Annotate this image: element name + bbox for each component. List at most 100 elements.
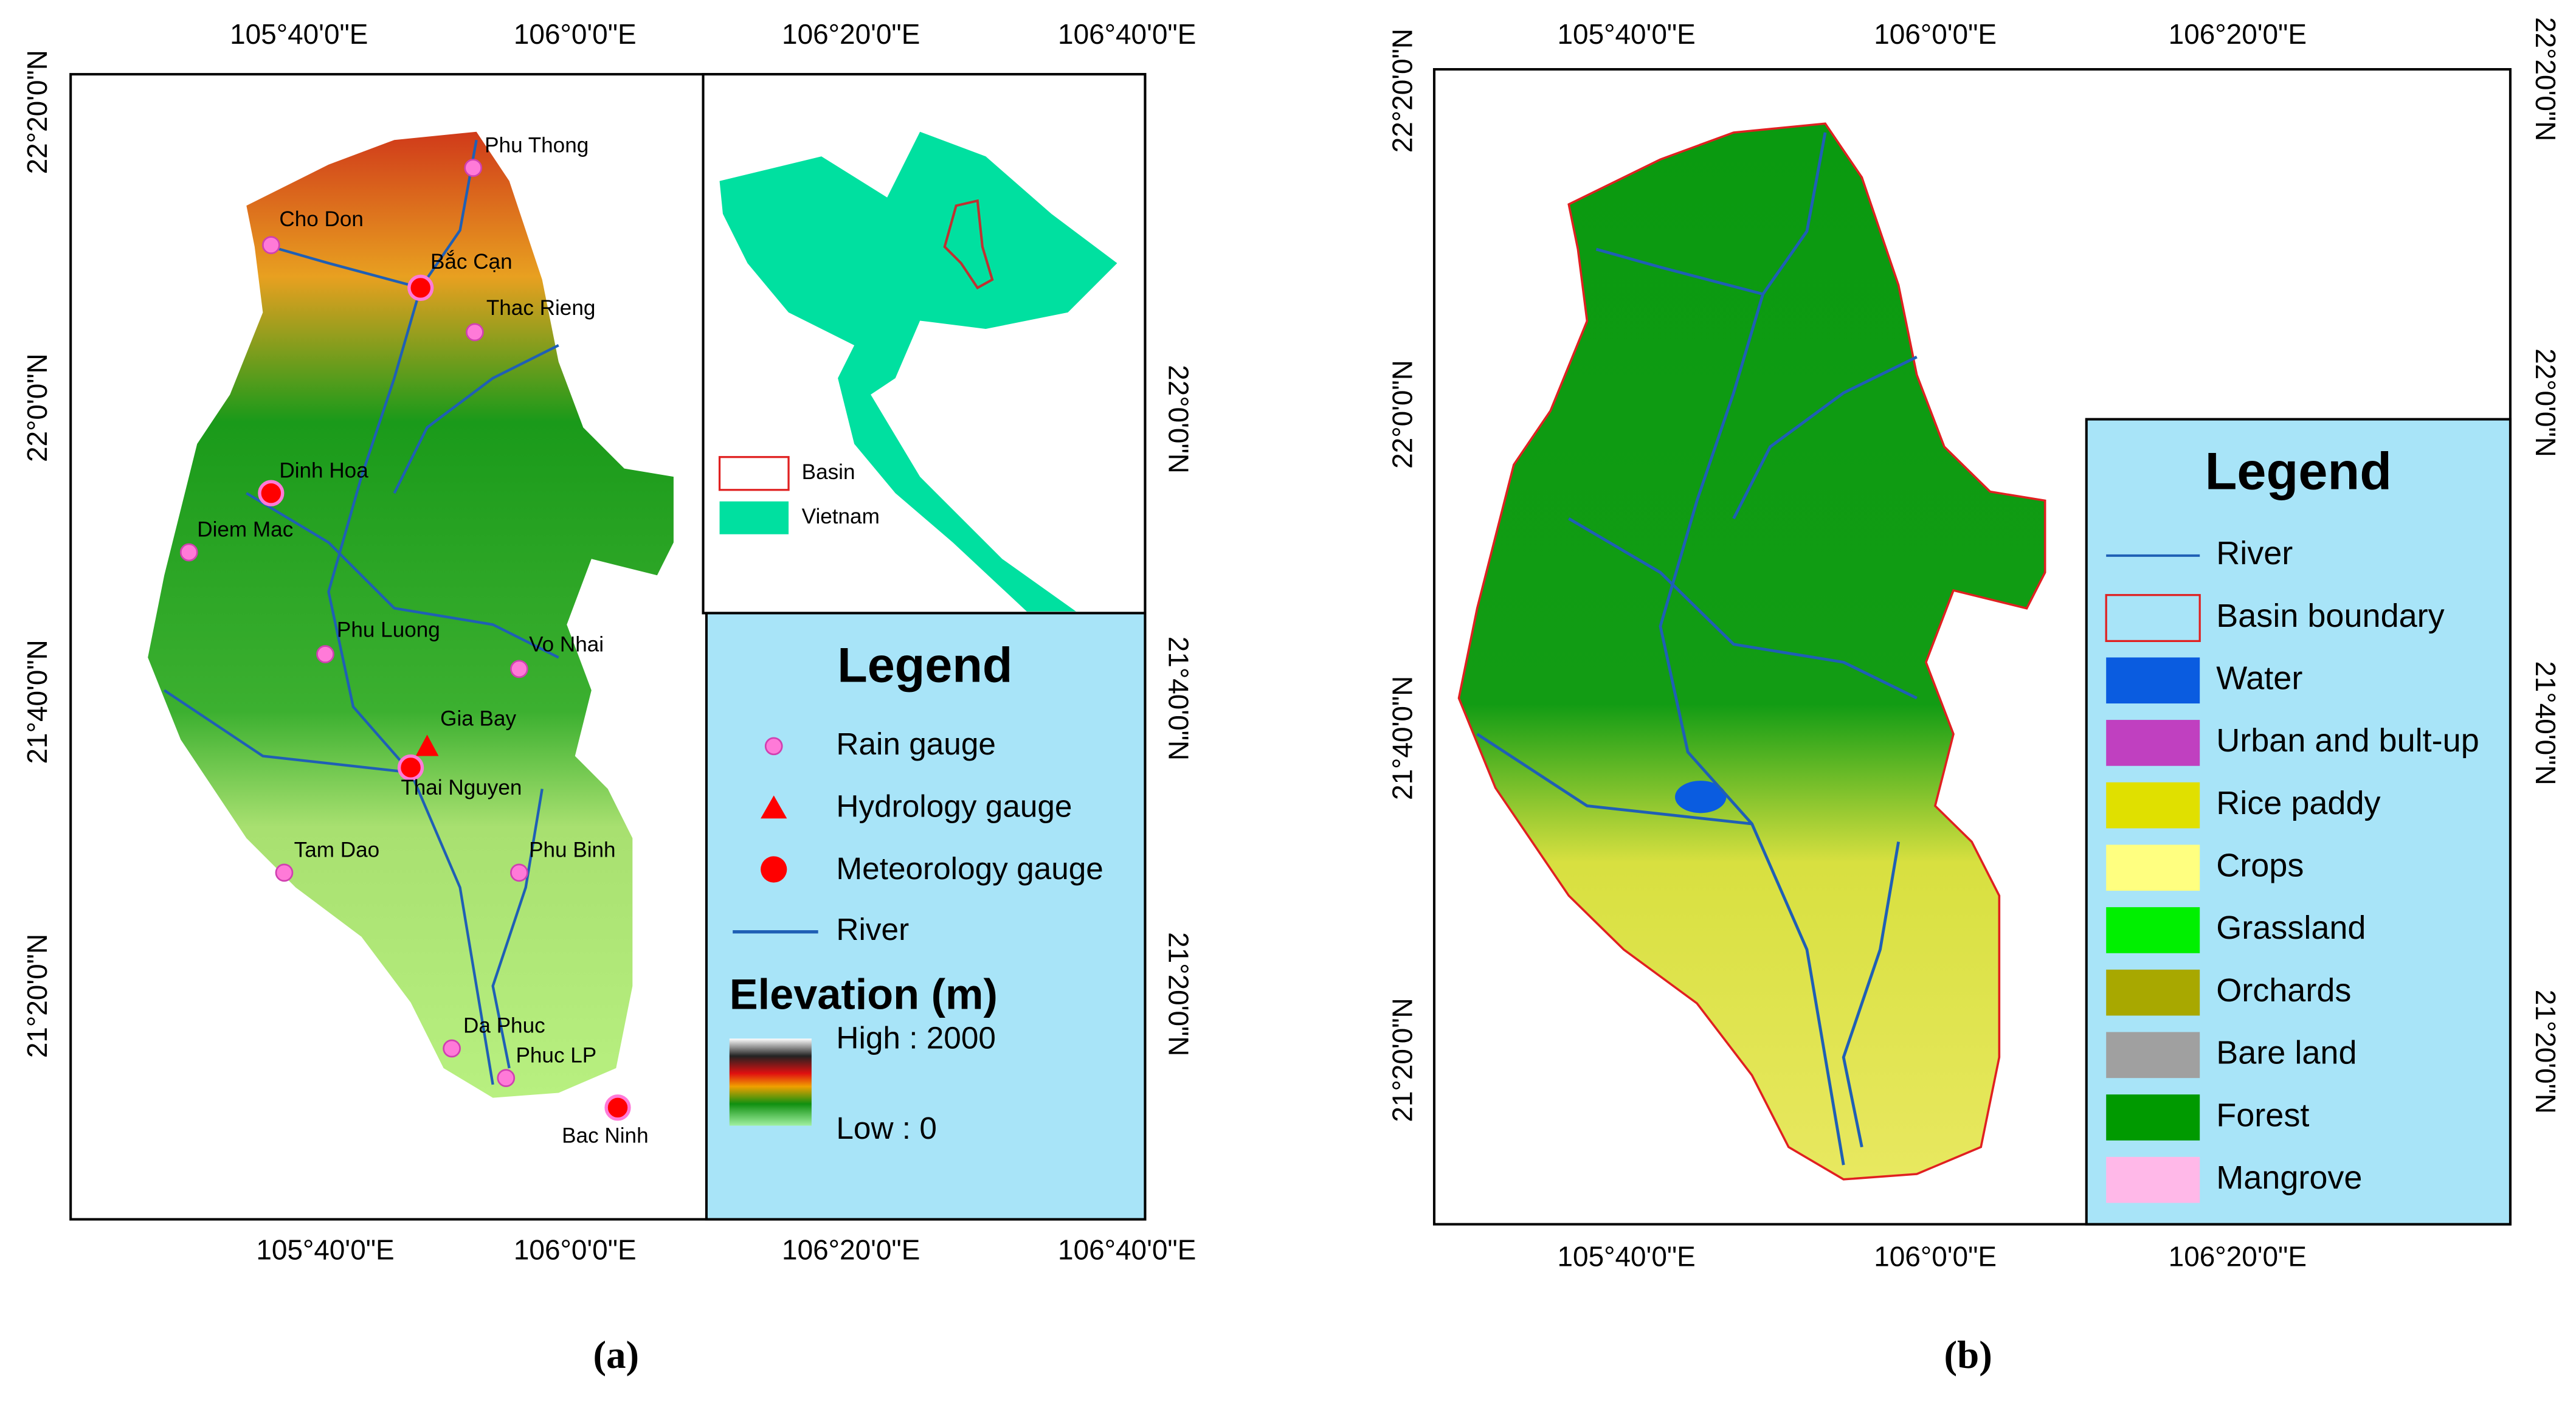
legend-item: Rain gauge [836, 727, 996, 761]
left-coordinate-label: 21°20'0"N [1386, 998, 1418, 1122]
right-coordinate-label: 21°20'0"N [1163, 932, 1195, 1056]
bottom-coordinate-label: 105°40'0"E [256, 1234, 394, 1266]
bottom-coordinate-label: 105°40'0"E [1557, 1241, 1695, 1273]
left-coordinate-label: 22°0'0"N [1386, 360, 1418, 469]
basin-outline [943, 199, 994, 290]
legend-item: Water [2216, 660, 2302, 697]
top-coordinate-label: 106°40'0"E [1058, 18, 1196, 50]
meteorology-gauge [397, 754, 424, 781]
elevation-low: Low : 0 [836, 1111, 937, 1145]
left-coordinate-label: 21°40'0"N [21, 640, 53, 764]
legend-item: River [2216, 535, 2293, 572]
left-coordinate-label: 22°20'0"N [21, 50, 53, 174]
gauge-label: Tam Dao [294, 838, 379, 862]
legend-title: Legend [2205, 442, 2392, 500]
left-coordinate-label: 21°40'0"N [1386, 676, 1418, 800]
top-coordinate-label: 106°20'0"E [782, 18, 920, 50]
legend-rain-symbol [764, 737, 783, 756]
legend-swatch [2105, 594, 2201, 642]
legend-swatch [2106, 657, 2200, 704]
vietnam-shape [719, 131, 1117, 612]
rain-gauge [316, 645, 334, 663]
rain-gauge [275, 863, 294, 882]
legend-item: Mangrove [2216, 1159, 2362, 1196]
hydrology-gauge [415, 734, 439, 756]
elevation-bar [729, 1038, 812, 1126]
top-coordinate-label: 105°40'0"E [1557, 18, 1695, 50]
rain-gauge [464, 159, 483, 178]
rain-gauge [510, 863, 528, 882]
legend-swatch [2106, 907, 2200, 953]
legend-item: Grassland [2216, 910, 2366, 946]
bottom-coordinate-label: 106°0'0"E [1874, 1241, 1997, 1273]
legend-swatch [2106, 720, 2200, 766]
legend-item: Meteorology gauge [836, 851, 1103, 886]
bottom-coordinate-label: 106°20'0"E [2169, 1241, 2307, 1273]
legend-item: Orchards [2216, 972, 2351, 1009]
rain-gauge [497, 1069, 516, 1088]
gauge-label: Phu Luong [337, 618, 440, 641]
right-coordinate-label: 22°20'0"N [2530, 17, 2561, 141]
bottom-coordinate-label: 106°0'0"E [514, 1234, 637, 1266]
right-coordinate-label: 21°40'0"N [1163, 637, 1195, 761]
rain-gauge [261, 236, 280, 255]
legend-swatch [2106, 1032, 2200, 1079]
legend-met-symbol [761, 856, 787, 883]
gauge-label: Cho Don [279, 207, 364, 231]
legend-swatch [2106, 969, 2200, 1016]
rain-gauge [179, 543, 198, 562]
gauge-label: Gia Bay [440, 706, 516, 730]
legend-hydro-symbol [761, 795, 787, 819]
gauge-label: Vo Nhai [529, 633, 604, 657]
right-coordinate-label: 21°20'0"N [2530, 990, 2561, 1114]
legend-item: Bare land [2216, 1035, 2357, 1071]
legend-item: Forest [2216, 1097, 2309, 1133]
inset-legend-label: Basin [802, 460, 855, 484]
top-coordinate-label: 106°0'0"E [514, 18, 637, 50]
inset-legend-vietnam [719, 501, 789, 534]
bottom-coordinate-label: 106°20'0"E [782, 1234, 920, 1266]
landcover-map [1457, 122, 2046, 1181]
gauge-label: Bắc Cạn [430, 250, 513, 274]
right-coordinate-label: 22°0'0"N [1163, 365, 1195, 474]
legend-item: Hydrology gauge [836, 789, 1072, 824]
legend-item: Urban and bult-up [2216, 722, 2479, 759]
elevation-high: High : 2000 [836, 1021, 996, 1055]
legend-item: River [836, 912, 909, 947]
gauge-label: Phu Thong [485, 133, 589, 157]
left-coordinate-label: 22°20'0"N [1386, 29, 1418, 153]
legend-item: Crops [2216, 848, 2304, 884]
caption: (a) [593, 1333, 640, 1377]
gauge-label: Phu Binh [529, 838, 616, 862]
rain-gauge [466, 323, 484, 342]
right-coordinate-label: 21°40'0"N [2530, 661, 2561, 785]
rain-gauge [443, 1039, 461, 1058]
gauge-label: Phuc LP [516, 1043, 596, 1067]
meteorology-gauge [258, 480, 285, 506]
top-coordinate-label: 106°20'0"E [2169, 18, 2307, 50]
right-coordinate-label: 22°0'0"N [2530, 348, 2561, 457]
legend-item: Rice paddy [2216, 785, 2380, 821]
top-coordinate-label: 105°40'0"E [230, 18, 368, 50]
caption: (b) [1944, 1333, 1992, 1377]
rain-gauge [510, 660, 528, 679]
legend-swatch [2106, 782, 2200, 829]
legend-swatch [2106, 844, 2200, 891]
meteorology-gauge [604, 1094, 631, 1121]
gauge-label: Thac Rieng [486, 296, 596, 320]
gauge-label: Thai Nguyen [401, 776, 522, 799]
gauge-label: Dinh Hoa [279, 458, 368, 482]
legend-swatch [2106, 1094, 2200, 1141]
left-coordinate-label: 22°0'0"N [21, 353, 53, 462]
elevation-title: Elevation (m) [730, 970, 998, 1018]
meteorology-gauge [407, 274, 434, 302]
gauge-label: Bac Ninh [562, 1124, 648, 1148]
top-coordinate-label: 106°0'0"E [1874, 18, 1997, 50]
bottom-coordinate-label: 106°40'0"E [1058, 1234, 1196, 1266]
legend-title: Legend [837, 638, 1012, 693]
gauge-label: Da Phuc [463, 1014, 545, 1038]
legend-item: Basin boundary [2216, 598, 2444, 634]
left-coordinate-label: 21°20'0"N [21, 934, 53, 1058]
